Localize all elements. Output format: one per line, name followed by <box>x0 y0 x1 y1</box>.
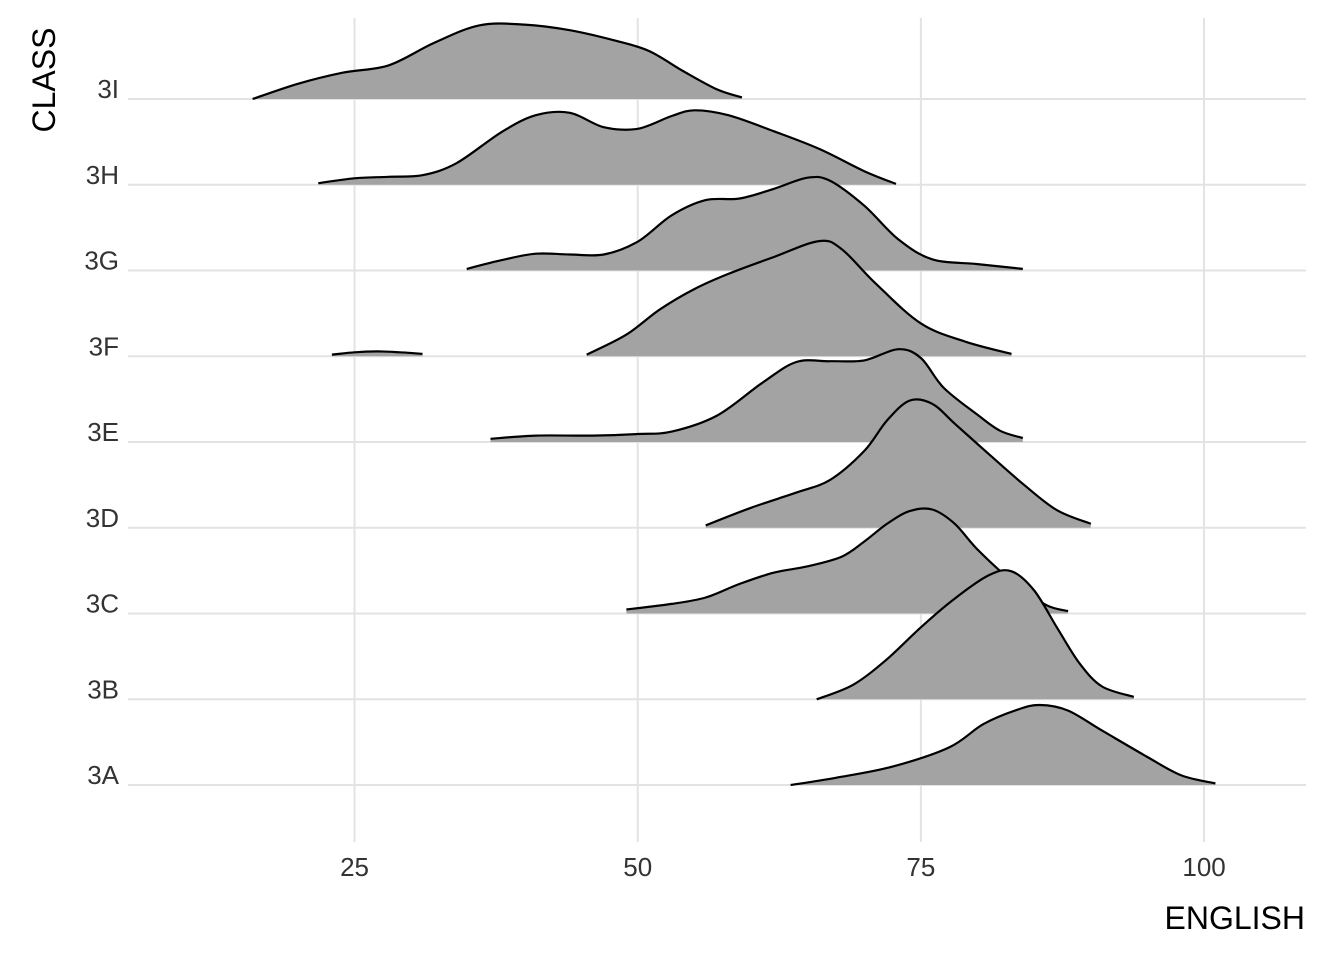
ridge-line-3b-0 <box>816 569 1135 701</box>
y-tick-label-3h: 3H <box>86 160 119 190</box>
ridge-3h <box>318 109 897 185</box>
y-tick-label-3d: 3D <box>86 503 119 533</box>
ridge-area-3a-0 <box>790 704 1216 785</box>
ridge-area-3b-0 <box>816 570 1134 700</box>
ridge-line-3f-1 <box>586 239 1012 356</box>
x-axis-title: ENGLISH <box>1165 900 1305 936</box>
x-tick-label-25: 25 <box>340 852 369 882</box>
ridge-3i <box>252 22 743 101</box>
x-tick-label-100: 100 <box>1182 852 1225 882</box>
y-tick-label-3f: 3F <box>89 331 119 361</box>
y-tick-label-3g: 3G <box>84 246 119 276</box>
ridge-3d <box>705 398 1092 528</box>
ridge-line-3i-0 <box>252 22 743 101</box>
ridge-area-3f-1 <box>586 240 1012 357</box>
ridge-3b <box>816 569 1135 701</box>
y-tick-label-3b: 3B <box>87 674 119 704</box>
y-tick-label-3i: 3I <box>97 74 119 104</box>
y-axis-title: CLASS <box>26 28 62 133</box>
ridge-area-3d-0 <box>705 399 1091 528</box>
ridge-3g <box>466 175 1023 271</box>
x-tick-labels: 25 50 75 100 <box>340 852 1226 882</box>
ridge-3f <box>331 239 1012 357</box>
y-tick-label-3c: 3C <box>86 589 119 619</box>
ridge-area-3g-0 <box>466 176 1023 271</box>
ridge-line-3g-0 <box>466 175 1023 270</box>
y-tick-label-3e: 3E <box>87 417 119 447</box>
ridge-area-3h-0 <box>318 110 896 185</box>
x-tick-label-50: 50 <box>623 852 652 882</box>
ridge-3c <box>626 507 1069 614</box>
ridge-area-3c-0 <box>626 508 1069 614</box>
ridge-line-3c-0 <box>626 507 1069 613</box>
ridge-line-3h-0 <box>318 109 897 185</box>
ridge-line-3d-0 <box>705 398 1092 527</box>
ridge-line-3f-0 <box>331 350 423 356</box>
ridge-line-3a-0 <box>790 703 1216 787</box>
ridge-3a <box>790 703 1216 787</box>
ridge-line-3e-0 <box>490 348 1024 440</box>
x-tick-label-75: 75 <box>906 852 935 882</box>
y-tick-labels: 3A 3B 3C 3D 3E 3F 3G 3H 3I <box>84 74 119 790</box>
ridges <box>252 22 1216 787</box>
y-tick-label-3a: 3A <box>87 760 119 790</box>
